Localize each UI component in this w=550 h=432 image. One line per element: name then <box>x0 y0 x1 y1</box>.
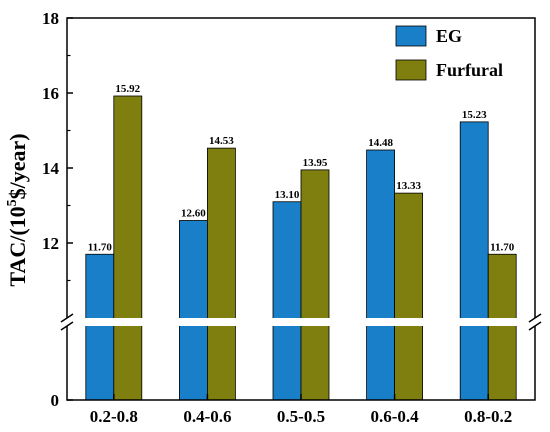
bar-eg-0.4-0.6 <box>178 220 208 401</box>
data-label-eg-0.4-0.6: 12.60 <box>181 208 206 220</box>
legend: EG Furfural <box>395 25 503 81</box>
bar-eg-0.5-0.5 <box>272 201 302 401</box>
data-labels-layer: 11.70 15.92 12.60 14.53 13.10 13.95 14.48 13.33… <box>88 83 515 253</box>
y-axis-title-sup: 5 <box>5 199 20 206</box>
bar-furfural-0.2-0.8 <box>113 95 143 401</box>
y-axis-title-prefix: TAC/(10 <box>5 206 30 286</box>
bar-eg-0.8-0.2 <box>459 121 489 401</box>
x-tick-label-0.5-0.5: 0.5-0.5 <box>277 407 325 426</box>
break-mark-left-upper <box>60 313 74 323</box>
bar-furfural-0.5-0.5 <box>300 169 330 401</box>
data-label-furfural-0.5-0.5: 13.95 <box>303 157 328 169</box>
data-label-furfural-0.4-0.6: 14.53 <box>209 135 234 147</box>
data-label-furfural-0.8-0.2: 11.70 <box>490 241 515 253</box>
bar-furfural-0.8-0.2 <box>487 253 517 401</box>
y-tick-label-0: 0 <box>51 391 60 410</box>
y-tick-label-14: 14 <box>42 159 60 178</box>
x-tick-label-0.2-0.8: 0.2-0.8 <box>90 407 138 426</box>
legend-label-furfural: Furfural <box>436 60 503 80</box>
y-axis-title: TAC/(105$/year) <box>5 133 30 286</box>
y-axis-title-suffix: $/year) <box>5 133 30 199</box>
bars-layer <box>85 95 517 401</box>
x-tick-label-0.8-0.2: 0.8-0.2 <box>464 407 512 426</box>
break-mark-right-lower <box>528 321 542 331</box>
bar-eg-0.6-0.4 <box>366 149 396 401</box>
bar-furfural-0.4-0.6 <box>206 147 236 401</box>
break-mark-right-upper <box>528 313 542 323</box>
y-tick-label-18: 18 <box>42 9 59 28</box>
legend-swatch-eg <box>395 25 427 47</box>
data-label-furfural-0.6-0.4: 13.33 <box>396 180 421 192</box>
x-tick-label-0.6-0.4: 0.6-0.4 <box>371 407 420 426</box>
data-label-eg-0.5-0.5: 13.10 <box>275 189 300 201</box>
y-axis-ticks: 0 12 14 16 18 <box>42 9 73 410</box>
axis-break <box>59 313 543 331</box>
data-label-furfural-0.2-0.8: 15.92 <box>115 83 140 95</box>
y-tick-label-16: 16 <box>42 84 59 103</box>
y-tick-label-12: 12 <box>42 234 59 253</box>
x-tick-label-0.4-0.6: 0.4-0.6 <box>183 407 231 426</box>
legend-label-eg: EG <box>436 26 462 46</box>
break-band <box>59 318 543 326</box>
data-label-eg-0.6-0.4: 14.48 <box>368 137 393 149</box>
bar-eg-0.2-0.8 <box>85 253 115 401</box>
data-label-eg-0.2-0.8: 11.70 <box>88 241 113 253</box>
data-label-eg-0.8-0.2: 15.23 <box>462 109 487 121</box>
bar-furfural-0.6-0.4 <box>394 192 424 401</box>
legend-swatch-furfural <box>395 59 427 81</box>
x-axis-ticks: 0.2-0.8 0.4-0.6 0.5-0.5 0.6-0.4 0.8-0.2 <box>90 394 512 426</box>
break-mark-left-lower <box>60 321 74 331</box>
